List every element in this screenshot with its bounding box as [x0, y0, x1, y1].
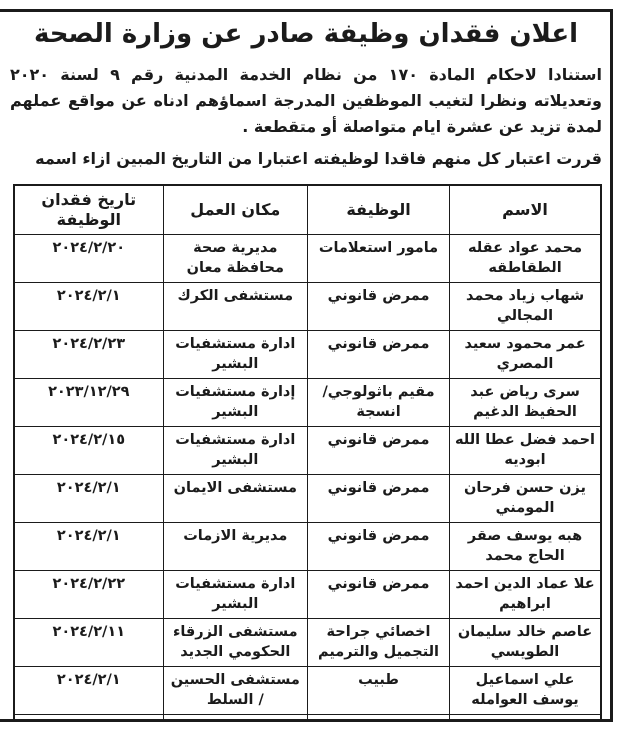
- loss-date-cell: ٢٠٢٤/٢/٢٣: [13, 329, 164, 379]
- job-title-cell: ممرض قانوني: [306, 329, 451, 379]
- workplace-cell: ادارة مستشفيات البشير: [162, 329, 309, 379]
- table-row: محمد عواد عقله الطقاطقه مامور استعلامات …: [13, 233, 602, 283]
- workplace-cell: ادارة مستشفيات البشير: [162, 425, 309, 475]
- workplace-cell: مستشفى الزرقاء الحكومي الجديد: [162, 617, 309, 667]
- column-header-loss-date: تاريخ فقدان الوظيفة: [13, 184, 164, 235]
- loss-date-cell: ٢٠٢٤/٢/١: [13, 281, 164, 331]
- job-title-cell: اخصائي جراحة كلى ومسالك بولية: [306, 713, 451, 719]
- job-title-cell: ممرض قانوني: [306, 425, 451, 475]
- table-row: هبه يوسف صقر الحاج محمد ممرض قانوني مدير…: [13, 521, 602, 571]
- table-row: سرى رياض عبد الحفيظ الدغيم مقيم باثولوجي…: [13, 377, 602, 427]
- table-row: يزن حسن فرحان المومني ممرض قانوني مستشفى…: [13, 473, 602, 523]
- employees-table: الاسم الوظيفة مكان العمل تاريخ فقدان الو…: [12, 183, 602, 719]
- table-row: شهاب زياد محمد المجالي ممرض قانوني مستشف…: [13, 281, 602, 331]
- announcement-frame: اعلان فقدان وظيفة صادر عن وزارة الصحة اس…: [0, 9, 613, 722]
- loss-date-cell: ٢٠٢٤/٢/٢٢: [13, 569, 164, 619]
- column-header-job: الوظيفة: [306, 184, 451, 235]
- employee-name-cell: هبه يوسف صقر الحاج محمد: [449, 521, 602, 571]
- job-title-cell: ممرض قانوني: [306, 569, 451, 619]
- employee-name-cell: عمر محمود سعيد المصري: [449, 329, 602, 379]
- workplace-cell: مستشفى الايمان: [162, 473, 309, 523]
- employee-name-cell: عاصم خالد سليمان الطويسي: [449, 617, 602, 667]
- workplace-cell: مستشفى الحسين / السلط: [162, 665, 309, 715]
- job-title-cell: اخصائي جراحة التجميل والترميم: [306, 617, 451, 667]
- table-row: عاصم خالد سليمان الطويسي اخصائي جراحة ال…: [13, 617, 602, 667]
- loss-date-cell: ٢٠٢٤/٢/١٢: [13, 713, 164, 719]
- announcement-title: اعلان فقدان وظيفة صادر عن وزارة الصحة: [33, 19, 579, 49]
- legal-basis-paragraph: استنادا لاحكام المادة ١٧٠ من نظام الخدمة…: [10, 64, 603, 136]
- table-row: علي اسماعيل يوسف العوامله طبيب مستشفى ال…: [13, 665, 602, 715]
- table-header-row: الاسم الوظيفة مكان العمل تاريخ فقدان الو…: [13, 184, 602, 235]
- decision-paragraph: قررت اعتبار كل منهم فاقدا لوظيفته اعتبار…: [35, 148, 602, 168]
- table-row: علا عماد الدين احمد ابراهيم ممرض قانوني …: [13, 569, 602, 619]
- workplace-cell: مديرية صحة محافظة معان: [162, 233, 309, 283]
- job-title-cell: مامور استعلامات: [306, 233, 451, 283]
- employee-name-cell: علي اسماعيل يوسف العوامله: [449, 665, 602, 715]
- employee-name-cell: يزن حسن فرحان المومني: [449, 473, 602, 523]
- loss-date-cell: ٢٠٢٤/٢/١١: [13, 617, 164, 667]
- column-header-workplace: مكان العمل: [162, 184, 309, 235]
- loss-date-cell: ٢٠٢٣/١٢/٢٩: [13, 377, 164, 427]
- job-title-cell: مقيم باثولوجي/ انسجة: [306, 377, 451, 427]
- loss-date-cell: ٢٠٢٤/٢/١: [13, 521, 164, 571]
- job-title-cell: طبيب: [306, 665, 451, 715]
- loss-date-cell: ٢٠٢٤/٢/١٥: [13, 425, 164, 475]
- loss-date-cell: ٢٠٢٤/٢/٢٠: [13, 233, 164, 283]
- employee-name-cell: علا عماد الدين احمد ابراهيم: [449, 569, 602, 619]
- workplace-cell: ادارة مستشفيات البشير: [162, 569, 309, 619]
- loss-date-cell: ٢٠٢٤/٢/١: [13, 473, 164, 523]
- workplace-cell: إدارة مستشفيات البشير: [162, 377, 309, 427]
- workplace-cell: مستشفى الكرك: [162, 281, 309, 331]
- job-title-cell: ممرض قانوني: [306, 473, 451, 523]
- workplace-cell: مديرية الازمات: [162, 521, 309, 571]
- workplace-cell: مستشفى الإيمان: [162, 713, 309, 719]
- employee-name-cell: شهاب زياد محمد المجالي: [449, 281, 602, 331]
- employee-name-cell: محمد عواد عقله الطقاطقه: [449, 233, 602, 283]
- table-row: عمر محمود سعيد المصري ممرض قانوني ادارة …: [13, 329, 602, 379]
- table-row: احمد فضل عطا الله ابوديه ممرض قانوني ادا…: [13, 425, 602, 475]
- table-row: اسامه احسان على عبيدات اخصائي جراحة كلى …: [13, 713, 602, 719]
- employee-name-cell: اسامه احسان على عبيدات: [449, 713, 602, 719]
- column-header-name: الاسم: [449, 184, 602, 235]
- employee-name-cell: احمد فضل عطا الله ابوديه: [449, 425, 602, 475]
- loss-date-cell: ٢٠٢٤/٢/١: [13, 665, 164, 715]
- employee-name-cell: سرى رياض عبد الحفيظ الدغيم: [449, 377, 602, 427]
- job-title-cell: ممرض قانوني: [306, 521, 451, 571]
- job-title-cell: ممرض قانوني: [306, 281, 451, 331]
